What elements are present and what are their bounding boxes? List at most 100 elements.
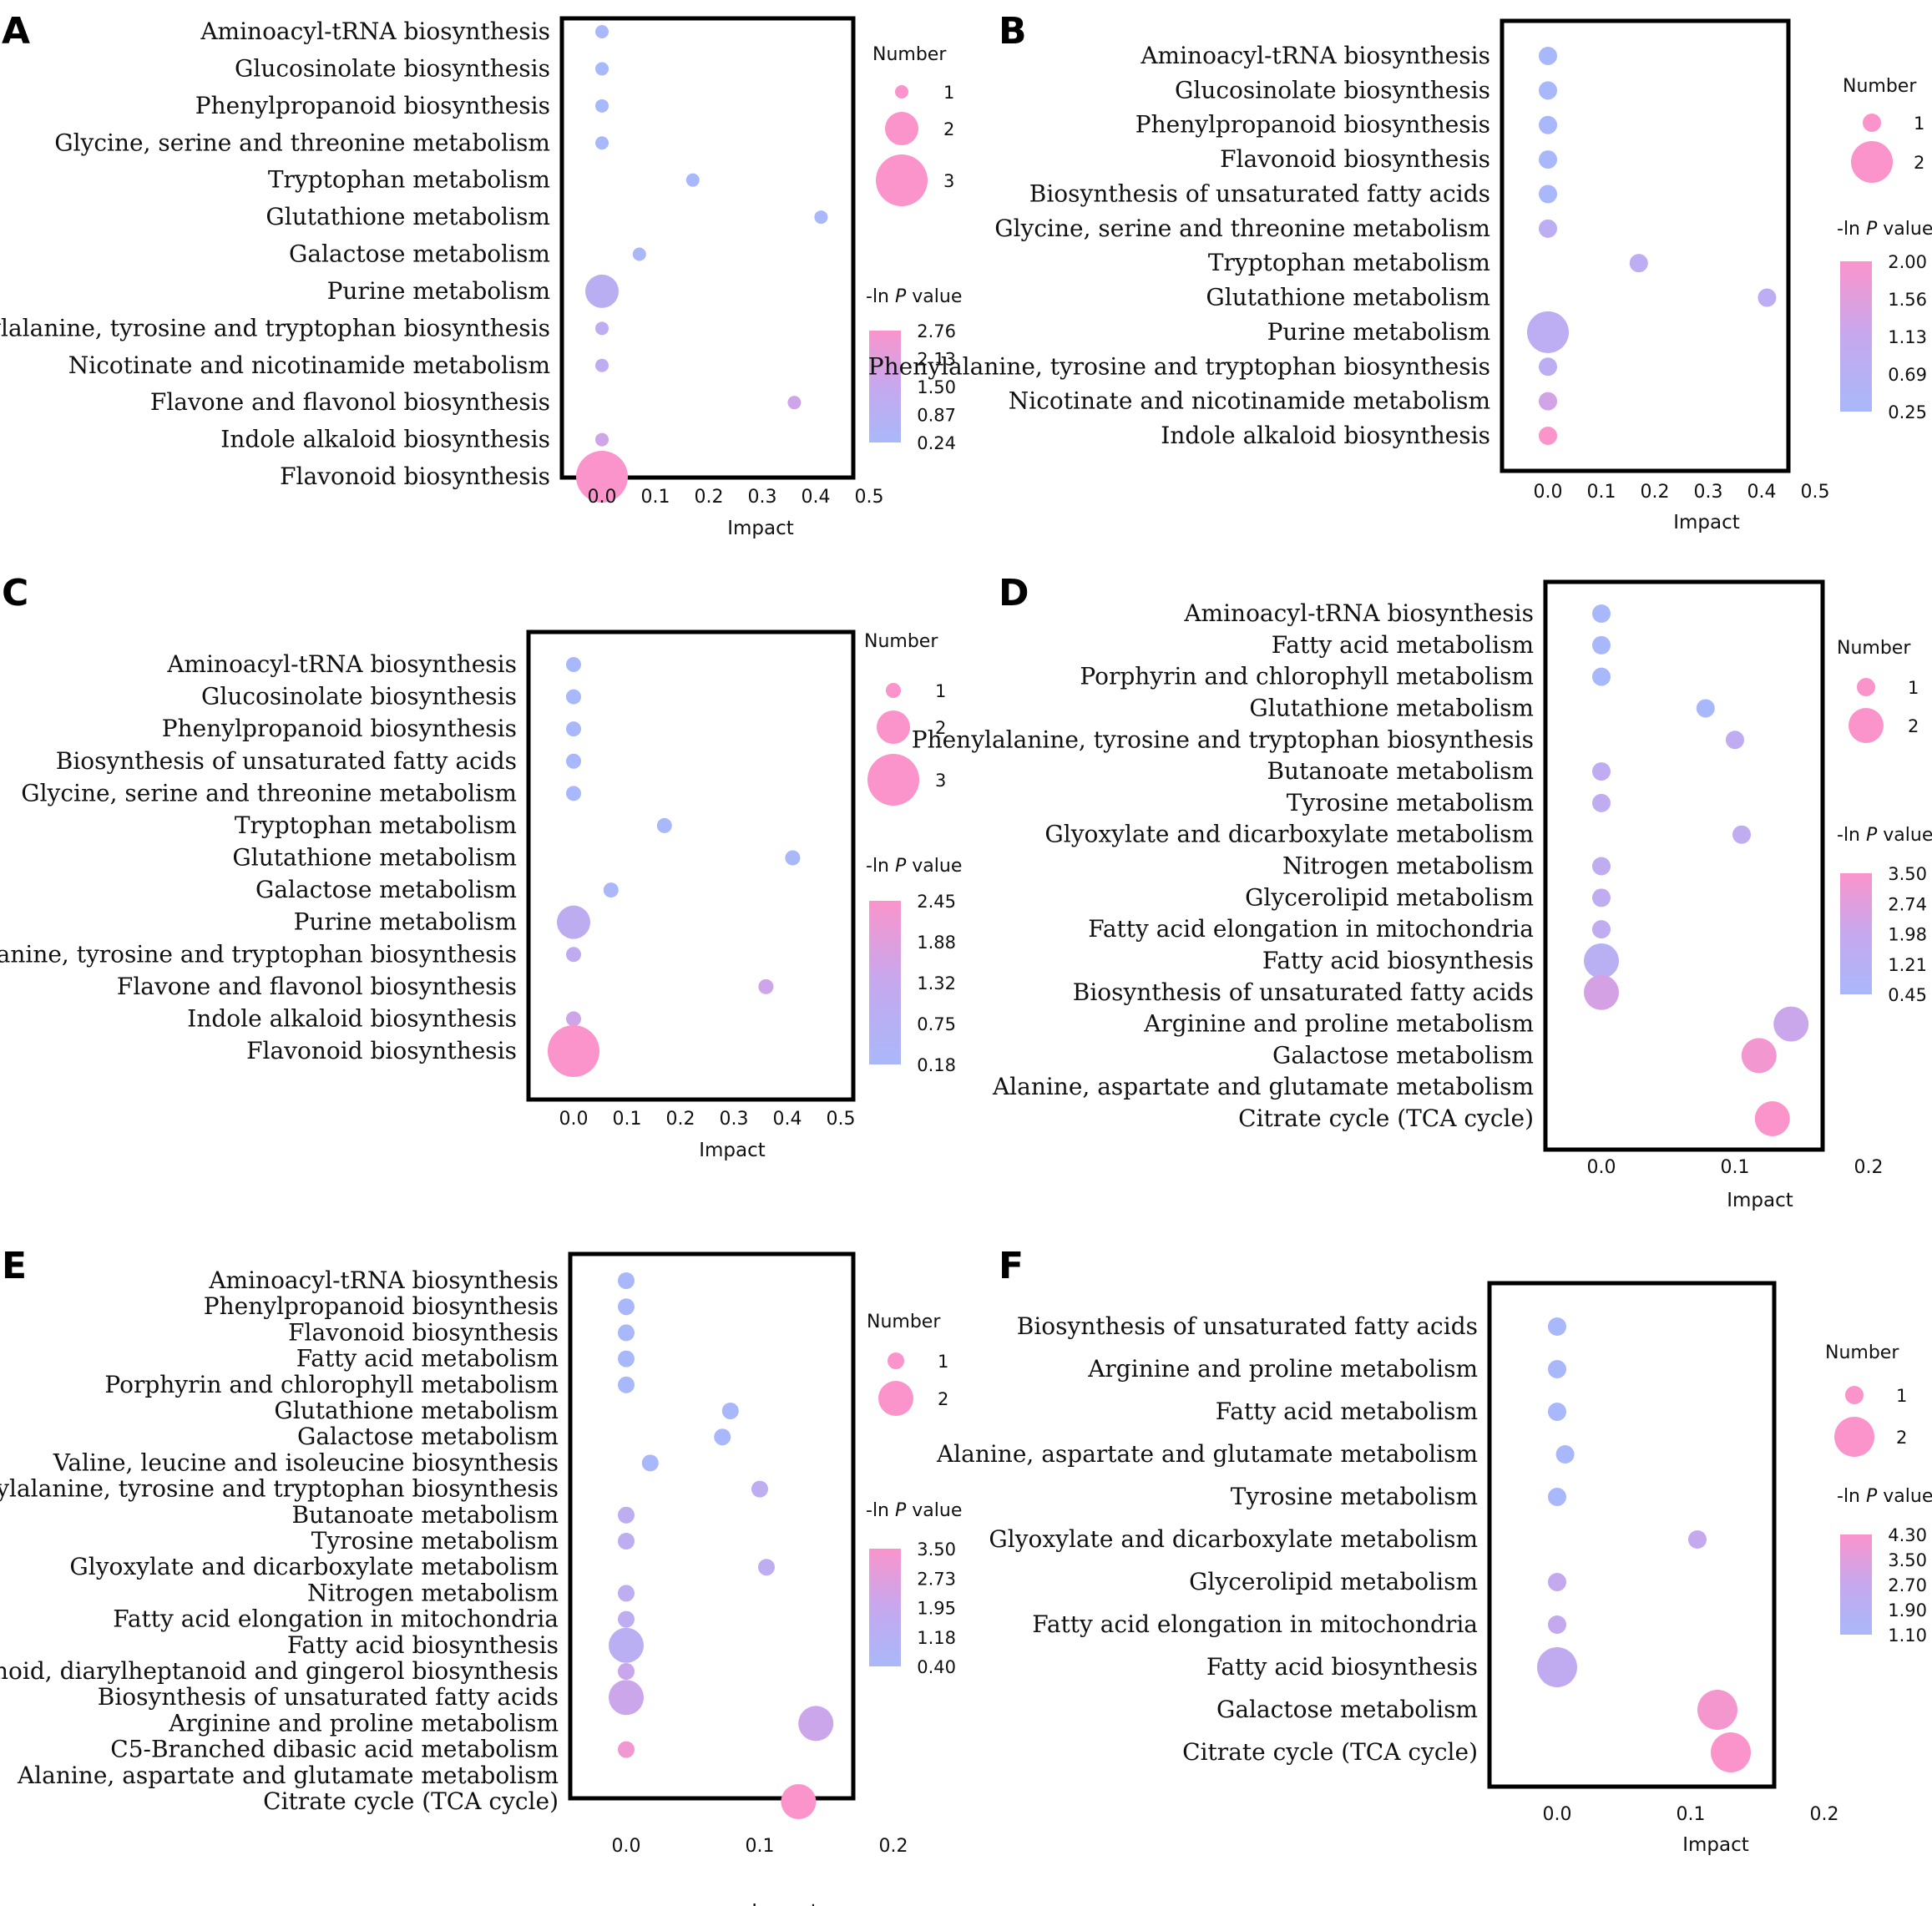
category-label: Nicotinate and nicotinamide metabolism — [68, 351, 550, 379]
category-label: Phenylalanine, tyrosine and tryptophan b… — [868, 352, 1490, 380]
pathway-bubble — [1539, 150, 1557, 169]
pathway-bubble — [618, 1324, 635, 1342]
pathway-bubble — [1592, 635, 1611, 655]
pathway-bubble — [618, 1272, 635, 1289]
colorbar-tick-label: 1.98 — [1888, 925, 1927, 945]
x-tick-label: 0.4 — [773, 1109, 802, 1130]
colorbar-tick-label: 0.18 — [917, 1055, 956, 1075]
colorbar — [869, 901, 901, 1064]
size-legend-label: 2 — [1908, 716, 1919, 736]
pathway-bubble — [566, 786, 581, 801]
color-legend-title-prefix: -ln — [866, 1500, 895, 1521]
panel-letter: F — [999, 1245, 1024, 1287]
pathway-bubble — [566, 721, 581, 737]
plot-frame — [568, 1251, 856, 1801]
category-label: C5-Branched dibasic acid metabolism — [110, 1736, 559, 1763]
x-axis-label: Impact — [1682, 1834, 1749, 1856]
category-label: Alanine, aspartate and glutamate metabol… — [992, 1073, 1534, 1100]
colorbar — [869, 331, 901, 442]
pathway-bubble — [618, 1585, 635, 1602]
pathway-bubble — [1592, 604, 1611, 623]
pathway-bubble — [1539, 392, 1557, 411]
pathway-bubble — [798, 1706, 834, 1742]
x-tick-label: 0.1 — [1721, 1157, 1750, 1178]
colorbar-tick-label: 3.50 — [1888, 1550, 1927, 1570]
pathway-bubble — [595, 62, 609, 76]
category-label: Tyrosine metabolism — [311, 1527, 559, 1555]
category-label: Glycine, serine and threonine metabolism — [21, 779, 517, 806]
colorbar-tick-label: 0.25 — [1888, 402, 1927, 422]
color-legend-title-prefix: -ln — [1837, 1486, 1866, 1507]
x-tick-label: 0.2 — [695, 487, 724, 508]
colorbar-tick-label: 1.21 — [1888, 955, 1927, 975]
x-tick-label: 0.1 — [1677, 1804, 1706, 1825]
colorbar — [869, 1549, 901, 1666]
category-label: Glucosinolate biosynthesis — [201, 683, 517, 710]
x-tick-label: 0.1 — [613, 1109, 642, 1130]
category-label: Stilbenoid, diarylheptanoid and gingerol… — [0, 1657, 559, 1685]
category-label: Galactose metabolism — [1216, 1696, 1478, 1723]
pathway-bubble — [1548, 1488, 1566, 1506]
category-label: Purine metabolism — [327, 277, 550, 305]
x-axis-label: Impact — [1727, 1190, 1793, 1211]
panel-f: F Biosynthesis of unsaturated fatty acids… — [936, 1245, 1932, 1856]
size-legend-label: 2 — [1914, 153, 1924, 173]
pathway-bubble — [1584, 974, 1619, 1010]
colorbar-tick-label: 1.18 — [917, 1628, 956, 1648]
category-label: Flavonoid biosynthesis — [288, 1318, 559, 1346]
category-label: Tryptophan metabolism — [235, 811, 517, 839]
panel-letter: D — [999, 572, 1029, 614]
pathway-bubble — [1548, 1360, 1566, 1378]
x-tick-label: 0.1 — [746, 1836, 775, 1857]
category-label: Phenylpropanoid biosynthesis — [162, 715, 517, 742]
color-legend-title: -ln P value — [1837, 825, 1932, 846]
category-label: Indole alkaloid biosynthesis — [220, 426, 550, 453]
colorbar-tick-label: 2.74 — [1888, 894, 1927, 914]
x-tick-label: 0.1 — [641, 487, 670, 508]
pathway-bubble — [1754, 1101, 1790, 1136]
category-label: Flavonoid biosynthesis — [280, 463, 550, 490]
size-legend-title: Number — [872, 44, 947, 65]
category-label: Glutathione metabolism — [232, 844, 517, 872]
size-legend-title: Number — [1825, 1342, 1899, 1363]
color-legend-title: -ln P value — [866, 1500, 962, 1521]
plot-frame — [526, 629, 856, 1102]
panel-e: E Aminoacyl-tRNA biosynthesisPhenylpropan… — [0, 1245, 962, 1906]
pathway-bubble — [618, 1350, 635, 1368]
category-label: Glutathione metabolism — [266, 203, 550, 230]
pathway-bubble — [595, 358, 609, 372]
category-label: Aminoacyl-tRNA biosynthesis — [200, 18, 550, 45]
category-label: Glucosinolate biosynthesis — [1175, 76, 1490, 104]
x-tick-label: 0.4 — [802, 487, 831, 508]
pathway-bubble — [1592, 888, 1611, 907]
x-tick-label: 0.0 — [1534, 482, 1563, 503]
category-label: Fatty acid elongation in mitochondria — [113, 1605, 559, 1633]
size-legend-bubble — [867, 754, 919, 806]
color-legend-title-italic: P — [895, 856, 907, 877]
category-label: Arginine and proline metabolism — [168, 1709, 559, 1737]
color-legend-title-italic: P — [895, 286, 907, 307]
size-legend-label: 2 — [935, 718, 946, 738]
category-label: Fatty acid metabolism — [1216, 1398, 1478, 1425]
pathway-bubble — [641, 1454, 659, 1472]
color-legend-title-italic: P — [1866, 219, 1878, 240]
panel-letter: A — [2, 10, 30, 53]
pathway-bubble — [618, 1663, 635, 1680]
pathway-bubble — [758, 978, 774, 994]
size-legend-bubble — [895, 85, 908, 99]
pathway-bubble — [1539, 185, 1557, 204]
category-label: Fatty acid biosynthesis — [1206, 1653, 1478, 1681]
x-tick-label: 0.2 — [666, 1109, 695, 1130]
size-legend-label: 1 — [1896, 1386, 1907, 1406]
pathway-bubble — [595, 432, 609, 447]
pathway-bubble — [566, 657, 581, 672]
x-axis-label: Impact — [751, 1901, 818, 1906]
category-label: Glycine, serine and threonine metabolism — [994, 215, 1490, 242]
size-legend-bubble — [878, 1381, 913, 1416]
pathway-bubble — [1592, 667, 1611, 686]
category-label: Flavone and flavonol biosynthesis — [117, 973, 517, 1000]
pathway-bubble — [1539, 427, 1557, 445]
pathway-bubble — [1758, 288, 1777, 307]
category-label: Phenylpropanoid biosynthesis — [1135, 111, 1490, 139]
